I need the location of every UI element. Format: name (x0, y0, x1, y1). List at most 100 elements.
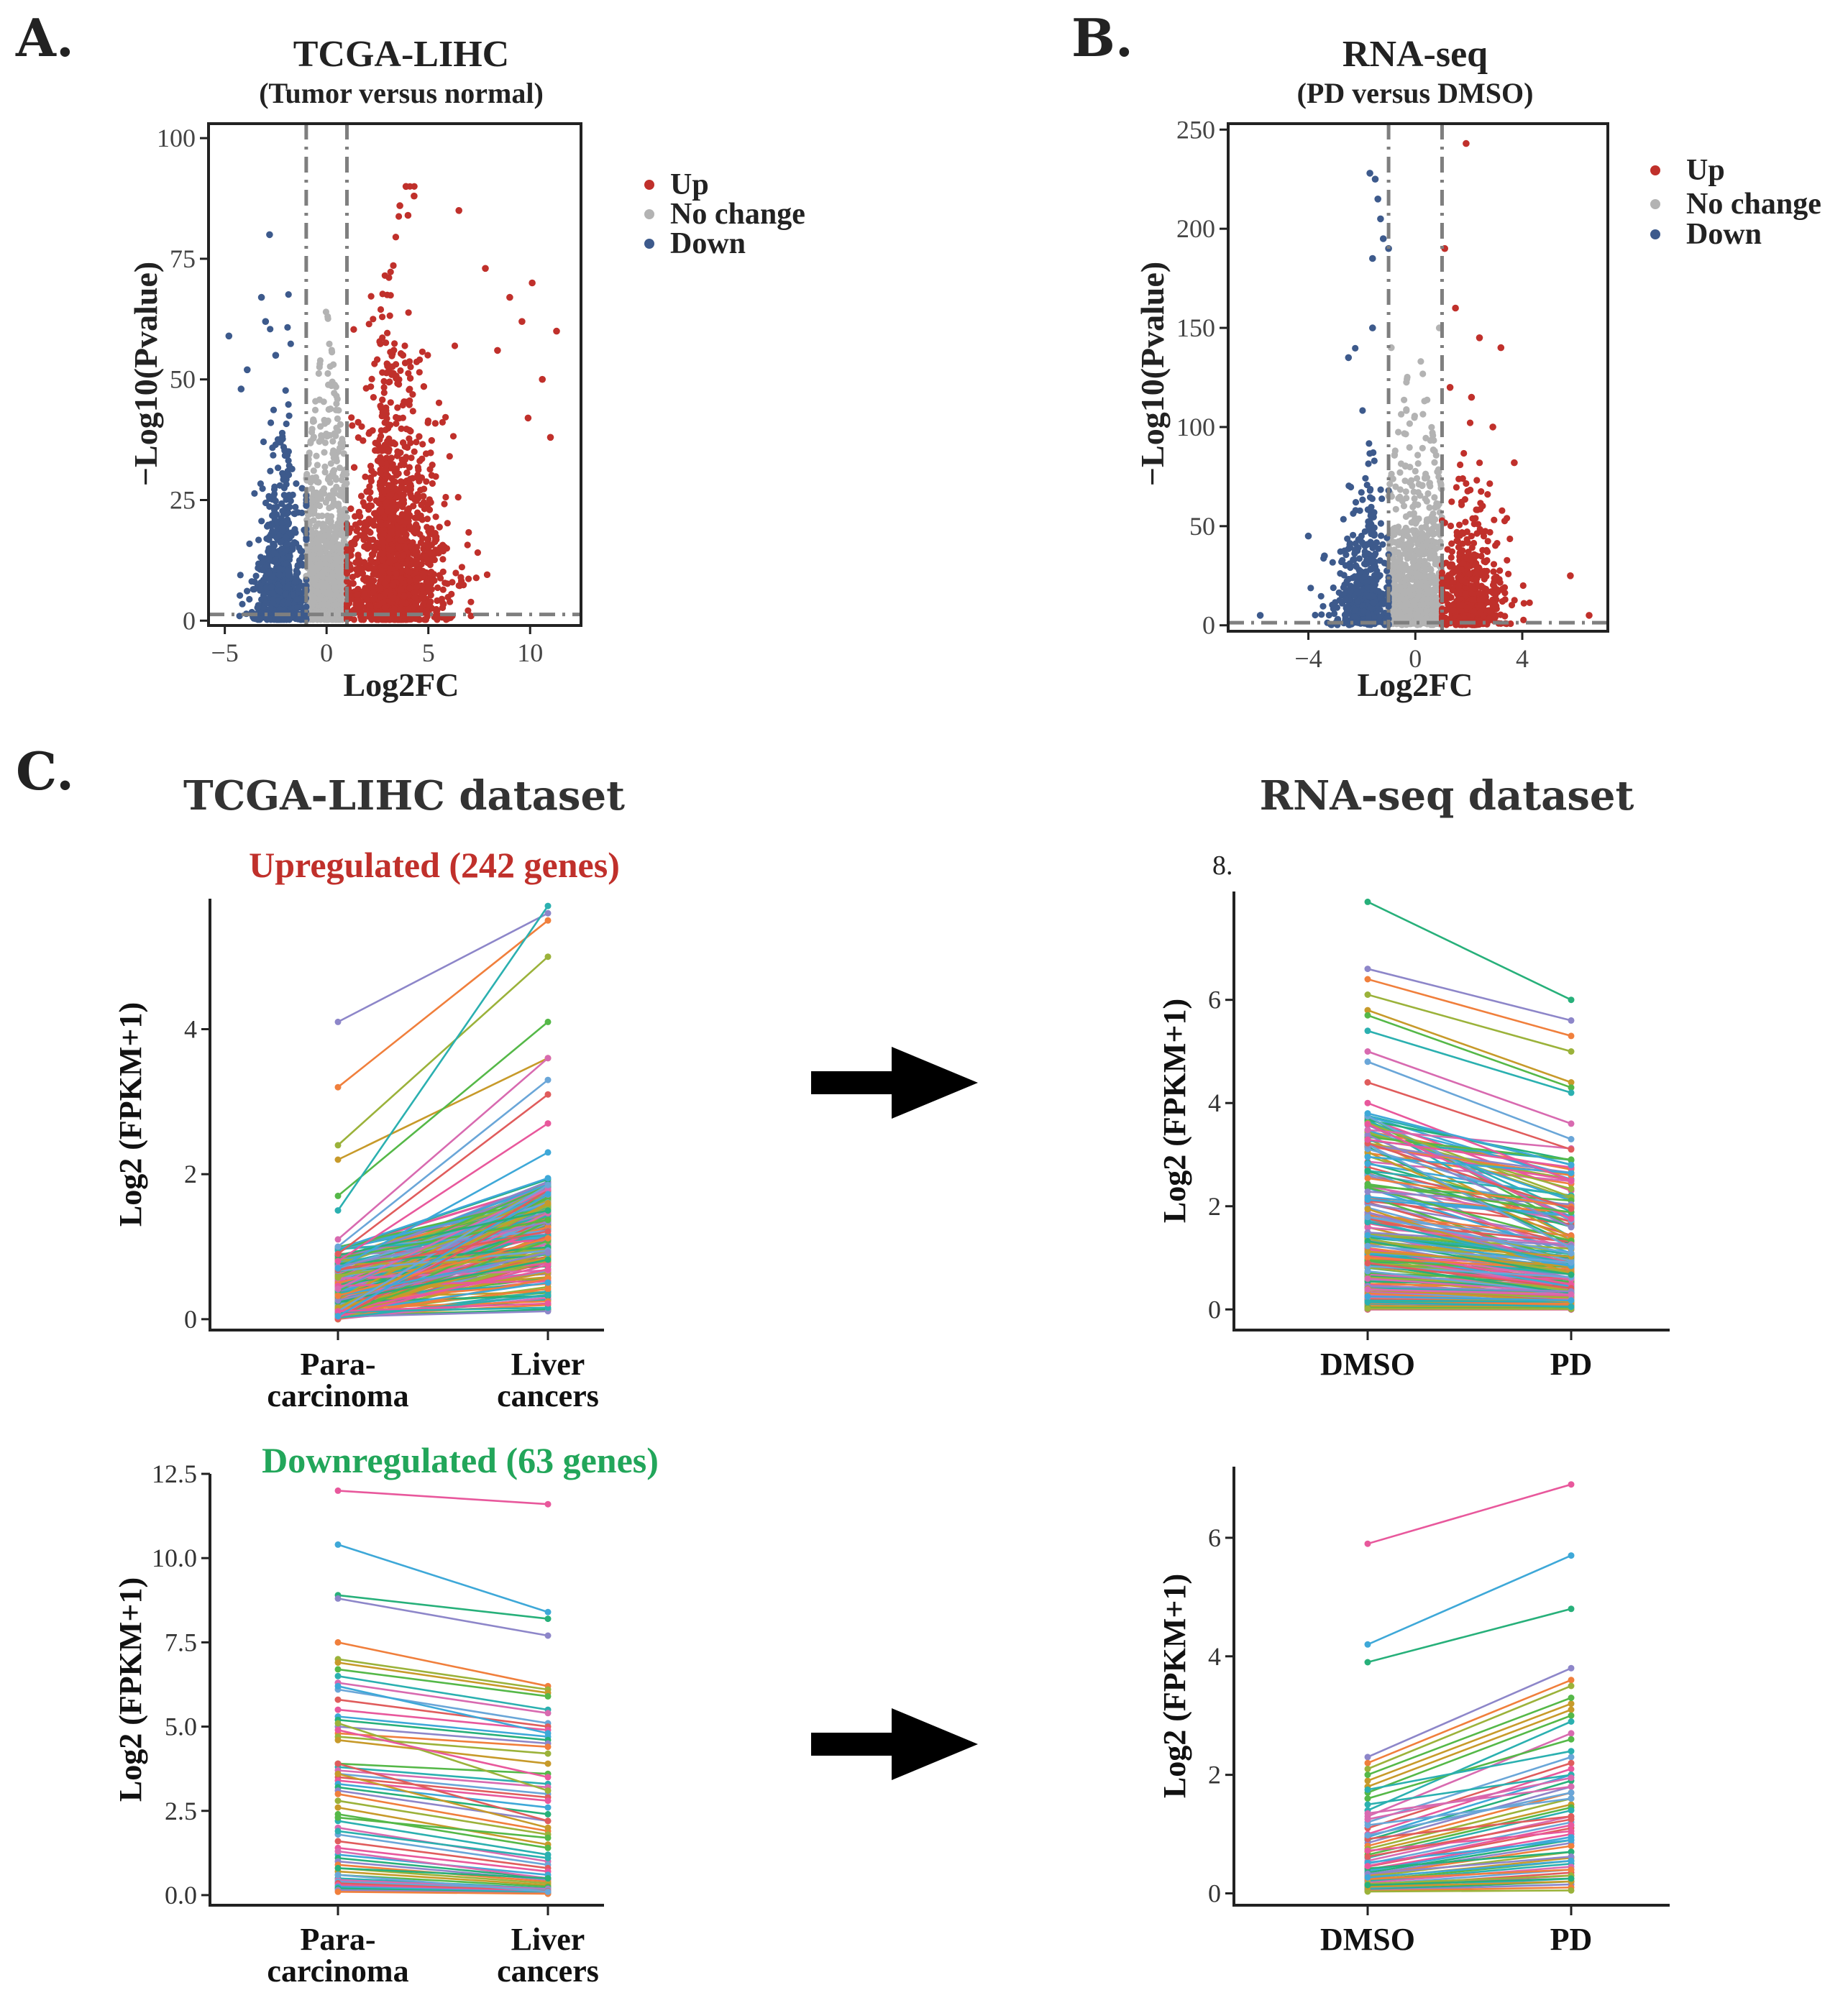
volcano-a-point-nochange (321, 463, 329, 470)
volcano-b-point-nochange (1419, 370, 1427, 377)
panel-label-a: A. (15, 7, 74, 68)
volcano-b-point-nochange (1406, 420, 1413, 427)
legend-a-nochange-dot (644, 209, 654, 219)
volcano-a-point-nochange (311, 545, 319, 553)
volcano-a-point-down (255, 564, 262, 572)
volcano-a-point-up (428, 472, 436, 479)
volcano-a-point-up (362, 519, 369, 526)
volcano-a-point-nochange (324, 370, 331, 377)
volcano-a-point-nochange (329, 469, 337, 476)
volcano-a-point-nochange (338, 567, 345, 574)
volcano-a-point-up (394, 562, 401, 569)
volcano-a-outlier-up (402, 183, 410, 191)
volcano-a-point-up (451, 342, 459, 349)
volcano-b-point-nochange (1403, 379, 1410, 386)
volcano-a-point-nochange (324, 575, 332, 583)
volcano-a-point-nochange (332, 432, 339, 439)
volcano-a-point-up (385, 559, 393, 566)
volcano-a-point-up (368, 375, 375, 382)
volcano-a-point-nochange (325, 405, 332, 413)
volcano-b-point-nochange (1430, 510, 1437, 518)
volcano-a-point-nochange (325, 553, 332, 560)
volcano-a-point-nochange (320, 522, 327, 529)
volcano-a-point-down (279, 508, 286, 515)
volcano-a-point-up (376, 338, 383, 345)
volcano-a-outlier-up (529, 279, 536, 287)
volcano-a-point-up (429, 549, 436, 556)
volcano-a-point-down (270, 542, 278, 549)
volcano-a-point-down (276, 606, 283, 613)
volcano-a-xlabel: Log2FC (344, 666, 459, 703)
volcano-a-point-nochange (330, 487, 337, 494)
volcano-a-point-down (284, 324, 291, 331)
volcano-a-point-up (449, 433, 457, 440)
volcano-a-point-up (401, 461, 408, 469)
volcano-a-point-nochange (343, 480, 350, 487)
volcano-a-point-nochange (329, 450, 337, 457)
volcano-a-point-up (383, 291, 391, 298)
volcano-a-point-nochange (338, 477, 345, 484)
volcano-a-point-nochange (331, 529, 339, 536)
volcano-a-point-down (298, 485, 306, 492)
volcano-a-point-down (292, 503, 299, 511)
volcano-a-point-up (406, 385, 413, 393)
volcano-a-point-up (389, 499, 396, 506)
volcano-a-xtick-label: 0 (320, 638, 333, 667)
volcano-a-outlier-down (225, 332, 233, 340)
volcano-a-point-nochange (331, 602, 338, 609)
volcano-a-point-up (401, 359, 409, 367)
volcano-a-point-up (400, 439, 407, 446)
volcano-a-point-nochange (317, 493, 324, 501)
volcano-a-point-down (284, 583, 291, 590)
volcano-a-point-nochange (327, 606, 334, 613)
volcano-a-point-up (424, 417, 432, 424)
volcano-a-point-up (387, 268, 394, 275)
volcano-a-point-up (447, 598, 454, 605)
volcano-a-point-nochange (315, 590, 322, 597)
volcano-a-point-up (367, 383, 375, 390)
volcano-a-point-up (417, 539, 425, 546)
volcano-a-point-up (393, 372, 400, 380)
volcano-a-point-up (370, 316, 377, 323)
volcano-a-point-up (431, 577, 438, 585)
volcano-a-subtitle: (Tumor versus normal) (259, 77, 544, 109)
volcano-a-point-down (272, 556, 279, 564)
volcano-a-point-up (434, 597, 441, 605)
volcano-a-point-up (400, 497, 407, 504)
volcano-a-point-up (361, 590, 368, 597)
volcano-a-point-down (262, 499, 270, 507)
volcano-a-point-down (291, 579, 298, 586)
volcano-a-point-up (407, 363, 414, 370)
volcano-a-point-up (377, 593, 384, 600)
volcano-a-point-nochange (322, 499, 329, 506)
volcano-a-point-up (446, 453, 453, 460)
volcano-a-ylabel: −Log10(Pvalue) (127, 262, 164, 486)
volcano-b-point-nochange (1430, 436, 1437, 444)
volcano-a-point-down (262, 600, 270, 607)
volcano-a-ytick-label: 0 (183, 606, 196, 635)
volcano-a-point-down (267, 583, 275, 591)
volcano-b-point-nochange (1414, 452, 1422, 459)
volcano-a-outlier-down (237, 385, 245, 393)
volcano-a-point-up (378, 427, 385, 434)
volcano-a-point-down (254, 604, 261, 611)
volcano-a-point-down (283, 517, 291, 524)
volcano-a-point-up (357, 492, 365, 500)
volcano-a-point-up (424, 541, 431, 548)
volcano-a-point-up (389, 461, 396, 468)
volcano-a-point-nochange (310, 418, 317, 425)
volcano-a-point-nochange (326, 504, 333, 512)
volcano-a-point-up (399, 414, 407, 421)
volcano-a-point-down (294, 563, 301, 570)
volcano-a-point-up (383, 467, 390, 474)
volcano-a-point-down (244, 587, 251, 595)
volcano-a-outlier-up (455, 207, 462, 214)
volcano-a-point-up (398, 599, 406, 606)
volcano-a-point-up (423, 608, 430, 615)
volcano-a-outlier-down (262, 318, 270, 326)
volcano-a-point-down (275, 565, 283, 572)
volcano-a-point-up (390, 262, 397, 269)
volcano-b-point-nochange (1429, 429, 1436, 436)
volcano-a-outlier-down (272, 352, 280, 359)
volcano-a-point-up (389, 350, 396, 357)
